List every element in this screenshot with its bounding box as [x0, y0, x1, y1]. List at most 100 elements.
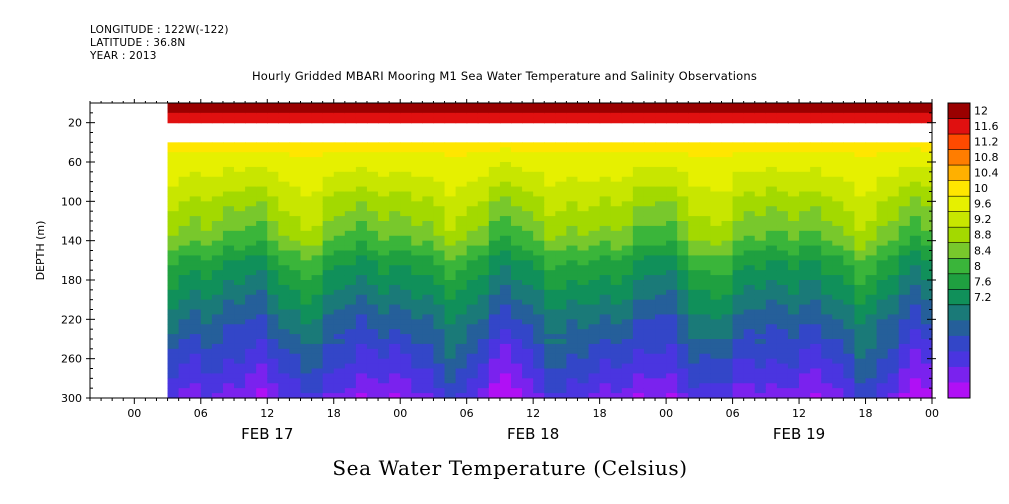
heatmap-cell — [433, 240, 446, 247]
heatmap-cell — [311, 353, 324, 360]
heatmap-cell — [511, 157, 523, 163]
heatmap-cell — [389, 329, 401, 335]
heatmap-cell — [167, 225, 180, 232]
heatmap-cell — [511, 309, 523, 316]
heatmap-cell — [821, 270, 833, 276]
heatmap-cell — [333, 289, 346, 296]
heatmap-cell — [189, 162, 202, 168]
heatmap-cell — [909, 373, 922, 379]
heatmap-cell — [732, 211, 745, 217]
heatmap-cell — [688, 393, 700, 399]
heatmap-cell — [754, 147, 767, 153]
heatmap-cell — [389, 186, 401, 193]
heatmap-cell — [522, 221, 534, 227]
heatmap-cell — [732, 275, 745, 281]
heatmap-cell — [189, 225, 202, 232]
heatmap-cell — [245, 260, 257, 266]
heatmap-cell — [621, 294, 634, 301]
heatmap-cell — [898, 162, 911, 168]
heatmap-cell — [234, 107, 246, 114]
heatmap-cell — [821, 206, 833, 212]
heatmap-cell — [477, 157, 490, 163]
heatmap-cell — [876, 171, 889, 178]
heatmap-cell — [732, 171, 745, 178]
heatmap-cell — [821, 289, 833, 296]
heatmap-cell — [666, 334, 678, 340]
heatmap-cell — [887, 225, 900, 232]
heatmap-cell — [311, 299, 324, 306]
heatmap-cell — [389, 147, 401, 153]
heatmap-cell — [278, 319, 291, 325]
heatmap-cell — [865, 225, 878, 232]
heatmap-cell — [610, 280, 623, 286]
heatmap-cell — [843, 329, 856, 335]
heatmap-cell — [511, 225, 523, 232]
heatmap-cell — [289, 250, 302, 257]
heatmap-cell — [477, 171, 490, 178]
heatmap-cell — [732, 260, 745, 266]
heatmap-cell — [222, 250, 235, 257]
heatmap-cell — [411, 225, 423, 232]
heatmap-cell — [920, 280, 933, 286]
heatmap-cell — [865, 270, 878, 276]
heatmap-cell — [389, 280, 401, 286]
heatmap-cell — [278, 339, 291, 345]
heatmap-cell — [865, 240, 878, 247]
heatmap-cell — [776, 196, 789, 202]
heatmap-cell — [533, 240, 545, 247]
heatmap-cell — [710, 225, 723, 232]
heatmap-cell — [200, 142, 213, 148]
heatmap-cell — [721, 294, 734, 301]
heatmap-cell — [211, 329, 224, 335]
heatmap-cell — [477, 334, 490, 340]
heatmap-cell — [278, 230, 291, 237]
heatmap-cell — [566, 309, 579, 316]
heatmap-cell — [909, 289, 922, 296]
heatmap-cell — [178, 196, 191, 202]
heatmap-cell — [488, 191, 501, 198]
heatmap-cell — [455, 314, 468, 320]
heatmap-cell — [211, 388, 224, 394]
heatmap-cell — [887, 176, 900, 183]
heatmap-cell — [167, 191, 180, 198]
heatmap-cell — [787, 157, 800, 163]
heatmap-cell — [920, 329, 933, 335]
heatmap-cell — [234, 314, 246, 320]
heatmap-cell — [754, 230, 767, 237]
heatmap-cell — [289, 314, 302, 320]
heatmap-cell — [344, 378, 357, 384]
heatmap-cell — [854, 152, 867, 158]
heatmap-cell — [333, 284, 346, 291]
heatmap-cell — [666, 329, 678, 335]
colorbar-label: 11.6 — [974, 120, 999, 133]
heatmap-cell — [222, 373, 235, 379]
heatmap-cell — [433, 378, 446, 384]
heatmap-cell — [522, 230, 534, 237]
heatmap-cell — [378, 181, 390, 188]
heatmap-cell — [333, 378, 346, 384]
heatmap-cell — [433, 221, 446, 227]
heatmap-cell — [200, 206, 213, 212]
heatmap-cell — [588, 329, 601, 335]
heatmap-cell — [488, 309, 501, 316]
heatmap-cell — [499, 166, 512, 173]
heatmap-cell — [599, 240, 612, 247]
heatmap-cell — [588, 363, 601, 370]
heatmap-cell — [322, 319, 335, 325]
heatmap-cell — [511, 171, 523, 178]
heatmap-cell — [555, 378, 567, 384]
heatmap-cell — [267, 358, 279, 365]
heatmap-cell — [588, 250, 601, 257]
x-tick-label: 06 — [726, 407, 740, 420]
heatmap-cell — [743, 319, 756, 325]
heatmap-cell — [688, 162, 700, 168]
heatmap-cell — [200, 299, 213, 306]
heatmap-cell — [333, 294, 346, 301]
heatmap-cell — [245, 196, 257, 202]
heatmap-cell — [289, 201, 302, 207]
heatmap-cell — [333, 117, 346, 124]
heatmap-cell — [256, 368, 268, 375]
heatmap-cell — [721, 171, 734, 178]
heatmap-cell — [378, 206, 390, 212]
heatmap-cell — [389, 107, 401, 114]
